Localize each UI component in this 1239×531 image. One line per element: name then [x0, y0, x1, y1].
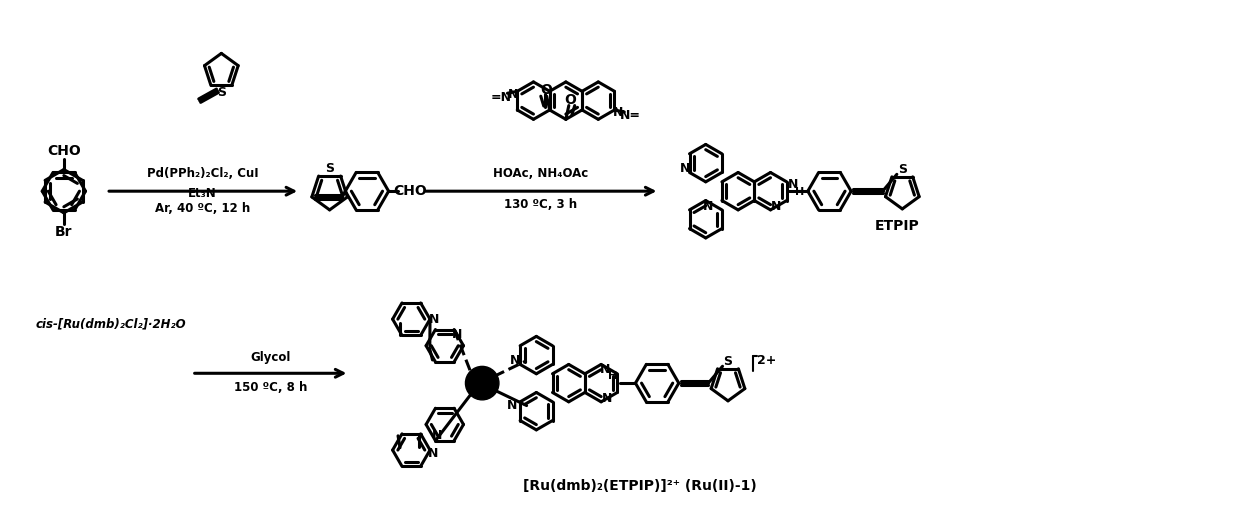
Text: Et₃N: Et₃N [188, 187, 217, 200]
Text: N: N [600, 363, 611, 376]
Text: CHO: CHO [394, 184, 427, 198]
Text: O: O [540, 83, 551, 97]
Text: N: N [429, 313, 439, 326]
Text: Glycol: Glycol [250, 351, 291, 364]
Text: 130 ºC, 3 h: 130 ºC, 3 h [504, 199, 577, 211]
Text: Br: Br [55, 225, 73, 238]
Text: H: H [795, 187, 804, 196]
Text: N: N [613, 106, 623, 119]
Text: [Ru(dmb)₂(ETPIP)]²⁺ (Ru(II)-1): [Ru(dmb)₂(ETPIP)]²⁺ (Ru(II)-1) [523, 479, 757, 493]
Text: N: N [510, 354, 520, 367]
Text: N=: N= [620, 109, 641, 122]
Text: 150 ºC, 8 h: 150 ºC, 8 h [234, 381, 307, 393]
Text: H: H [608, 371, 617, 381]
Text: S: S [217, 86, 225, 99]
Text: N: N [703, 200, 712, 213]
Text: Pd(PPh₂)₂Cl₂, CuI: Pd(PPh₂)₂Cl₂, CuI [147, 167, 259, 180]
Text: S: S [898, 163, 907, 176]
Text: N: N [679, 162, 690, 175]
Text: N: N [452, 328, 462, 341]
Text: ETPIP: ETPIP [875, 219, 919, 233]
Text: S: S [325, 162, 335, 175]
Text: N: N [771, 200, 782, 213]
Text: N: N [508, 88, 518, 101]
Text: CHO: CHO [47, 144, 81, 158]
Text: S: S [724, 355, 732, 368]
Text: HOAc, NH₄OAc: HOAc, NH₄OAc [493, 167, 587, 180]
Text: 2+: 2+ [757, 354, 776, 367]
Text: N: N [507, 399, 518, 412]
Text: N: N [432, 429, 442, 442]
Text: =N: =N [491, 91, 512, 104]
Text: N: N [427, 447, 439, 459]
Circle shape [466, 366, 499, 400]
Text: cis-[Ru(dmb)₂Cl₂]·2H₂O: cis-[Ru(dmb)₂Cl₂]·2H₂O [36, 318, 186, 331]
Text: N: N [788, 178, 798, 191]
Text: N: N [602, 392, 612, 405]
Text: O: O [564, 92, 576, 107]
Text: Ar, 40 ºC, 12 h: Ar, 40 ºC, 12 h [155, 202, 250, 216]
